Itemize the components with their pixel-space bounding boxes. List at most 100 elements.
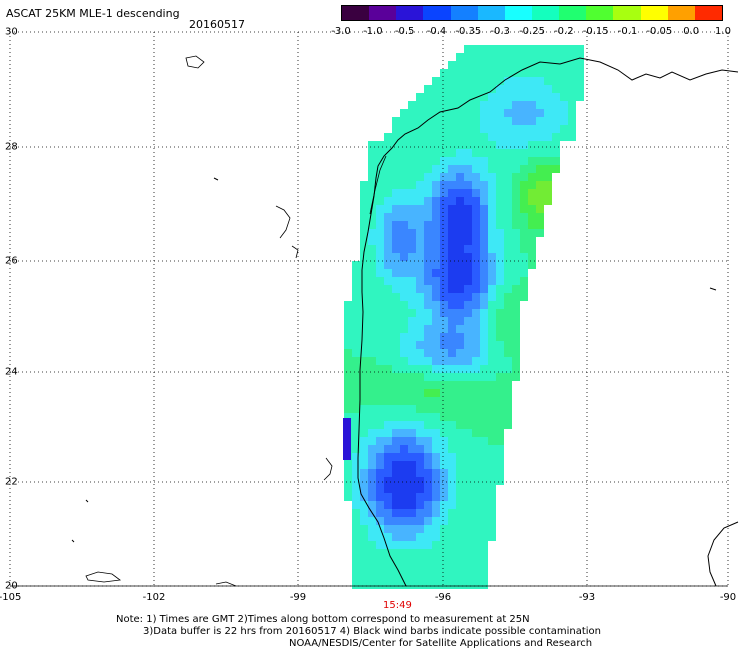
- swath-cell: [528, 53, 536, 61]
- swath-cell: [408, 501, 416, 509]
- swath-cell: [512, 245, 520, 253]
- swath-cell: [448, 357, 456, 365]
- swath-cell: [448, 85, 456, 93]
- swath-cell: [440, 109, 448, 117]
- swath-cell: [552, 69, 560, 77]
- swath-cell: [424, 253, 432, 261]
- swath-cell: [544, 173, 552, 181]
- swath-cell: [536, 149, 544, 157]
- swath-cell: [408, 317, 416, 325]
- swath-cell: [560, 69, 568, 77]
- swath-cell: [456, 429, 464, 437]
- swath-cell: [472, 549, 480, 557]
- swath-cell: [376, 525, 384, 533]
- swath-cell: [432, 461, 440, 469]
- swath-cell: [416, 197, 424, 205]
- swath-cell: [400, 381, 408, 389]
- swath-cell: [520, 229, 528, 237]
- swath-cell: [504, 93, 512, 101]
- swath-cell: [416, 301, 424, 309]
- swath-cell: [408, 477, 416, 485]
- swath-cell: [488, 253, 496, 261]
- swath-cell: [536, 109, 544, 117]
- swath-cell: [432, 477, 440, 485]
- color-scale-swatch: [559, 6, 587, 20]
- swath-cell: [360, 565, 368, 573]
- swath-cell: [456, 541, 464, 549]
- swath-cell: [512, 269, 520, 277]
- swath-cell: [408, 509, 416, 517]
- swath-cell: [536, 101, 544, 109]
- swath-cell: [360, 333, 368, 341]
- swath-cell: [464, 389, 472, 397]
- swath-cell: [456, 437, 464, 445]
- swath-cell: [392, 301, 400, 309]
- swath-cell: [424, 541, 432, 549]
- color-scale-swatch: [369, 6, 397, 20]
- swath-cell: [392, 197, 400, 205]
- swath-cell: [440, 173, 448, 181]
- swath-cell: [448, 285, 456, 293]
- swath-cell: [560, 45, 568, 53]
- swath-cell: [416, 397, 424, 405]
- swath-cell: [400, 357, 408, 365]
- swath-cell: [360, 549, 368, 557]
- swath-cell: [392, 333, 400, 341]
- swath-cell: [392, 373, 400, 381]
- swath-cell: [368, 293, 376, 301]
- swath-cell: [424, 357, 432, 365]
- swath-cell: [384, 221, 392, 229]
- swath-cell: [528, 205, 536, 213]
- color-scale-swatch: [504, 6, 532, 20]
- swath-cell: [432, 285, 440, 293]
- swath-cell: [360, 445, 368, 453]
- swath-cell: [416, 253, 424, 261]
- swath-cell: [440, 165, 448, 173]
- swath-cell: [352, 469, 360, 477]
- swath-cell: [392, 389, 400, 397]
- swath-cell: [432, 269, 440, 277]
- swath-cell: [344, 405, 352, 413]
- swath-cell: [360, 405, 368, 413]
- swath-cell: [464, 221, 472, 229]
- swath-cell: [456, 93, 464, 101]
- swath-cell: [416, 117, 424, 125]
- swath-cell: [384, 157, 392, 165]
- swath-cell: [464, 173, 472, 181]
- swath-cell: [472, 541, 480, 549]
- swath-cell: [368, 389, 376, 397]
- swath-cell: [448, 197, 456, 205]
- color-scale-swatch: [423, 6, 451, 20]
- swath-cell: [536, 157, 544, 165]
- swath-cell: [424, 381, 432, 389]
- swath-cell: [416, 229, 424, 237]
- swath-cell: [464, 165, 472, 173]
- swath-cell: [504, 421, 512, 429]
- swath-cell: [464, 381, 472, 389]
- swath-cell: [376, 317, 384, 325]
- swath-cell: [368, 213, 376, 221]
- swath-cell: [416, 525, 424, 533]
- swath-cell: [448, 317, 456, 325]
- swath-cell: [368, 469, 376, 477]
- swath-cell: [480, 533, 488, 541]
- swath-cell: [416, 293, 424, 301]
- lat-label-20: 20: [5, 580, 18, 592]
- swath-cell: [456, 157, 464, 165]
- swath-cell: [496, 317, 504, 325]
- swath-cell: [448, 373, 456, 381]
- swath-cell: [544, 69, 552, 77]
- swath-cell: [488, 477, 496, 485]
- swath-cell: [464, 149, 472, 157]
- swath-cell: [352, 381, 360, 389]
- swath-cell: [464, 317, 472, 325]
- swath-cell: [456, 309, 464, 317]
- swath-cell: [472, 125, 480, 133]
- swath-cell: [496, 109, 504, 117]
- swath-cell: [448, 565, 456, 573]
- swath-cell: [480, 557, 488, 565]
- swath-cell: [384, 141, 392, 149]
- swath-cell: [392, 357, 400, 365]
- swath-cell: [416, 365, 424, 373]
- swath-cell: [432, 261, 440, 269]
